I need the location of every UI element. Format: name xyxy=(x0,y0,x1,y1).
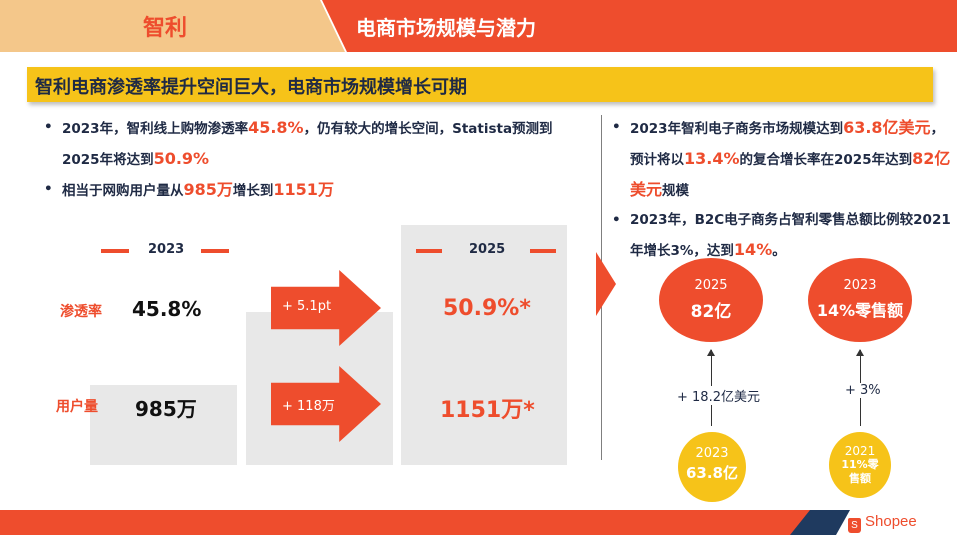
gray-block-2023 xyxy=(90,385,237,465)
users-2025-value: 1151万* xyxy=(440,398,535,423)
highlight-value: 14% xyxy=(733,240,773,259)
page-title: 电商市场规模与潜力 xyxy=(356,16,536,40)
header-left-title: 智利 xyxy=(143,16,188,41)
bullet-text: 2023年，智利线上购物渗透率 xyxy=(62,121,249,137)
year-dash xyxy=(416,249,442,253)
highlight-value: 82亿美元 xyxy=(630,149,951,199)
circle-year: 2025 xyxy=(694,278,728,293)
circle-market-2025: 2025 82亿 xyxy=(659,258,763,342)
users-2023-value: 985万 xyxy=(135,397,197,421)
penetration-2025-value: 50.9%* xyxy=(443,296,531,321)
header-right-band xyxy=(322,0,957,52)
year-header-b: 2025 xyxy=(469,242,506,257)
circle-year: 2023 xyxy=(695,446,729,461)
circle-value: 82亿 xyxy=(690,302,732,322)
circle-year: 2023 xyxy=(843,278,877,293)
bullet-text: 增长到 xyxy=(232,183,274,199)
row-label-users: 用户量 xyxy=(56,399,98,415)
shopee-logo: S Shopee xyxy=(848,513,917,533)
penetration-2023-value: 45.8% xyxy=(132,297,202,321)
circle-value: 14%零售额 xyxy=(816,301,904,320)
bullet-users: 相当于网购用户量从985万增长到1151万 xyxy=(38,175,578,206)
highlight-value: 985万 xyxy=(183,180,233,199)
headline-text: 智利电商渗透率提升空间巨大，电商市场规模增长可期 xyxy=(35,77,467,98)
row-label-penetration: 渗透率 xyxy=(60,304,102,320)
circle-year: 2021 xyxy=(844,444,876,458)
year-header-a: 2023 xyxy=(148,242,185,257)
circle-retail-2023: 2023 14%零售额 xyxy=(808,258,912,342)
brand-name: Shopee xyxy=(865,513,917,530)
bullet-text: ，预计将以 xyxy=(630,121,945,168)
headline-banner: 智利电商渗透率提升空间巨大，电商市场规模增长可期 xyxy=(27,67,933,102)
circle-market-2023: 2023 63.8亿 xyxy=(678,432,746,502)
users-delta: + 118万 xyxy=(282,399,335,414)
bullet-text: 2023年，B2C电子商务占智利零售总额比例较2021年增长3%，达到 xyxy=(630,212,951,259)
circle-value: 63.8亿 xyxy=(685,464,738,482)
bullet-text: 相当于网购用户量从 xyxy=(62,183,184,199)
highlight-value: 1151万 xyxy=(273,180,334,199)
year-dash xyxy=(530,249,556,253)
header-left-band xyxy=(0,0,345,52)
bullet-text: 的复合增长率在2025年达到 xyxy=(739,152,913,168)
circle-value-line1: 11%零 xyxy=(841,458,879,471)
bullet-text: 。 xyxy=(772,243,786,259)
bullet-text: 规模 xyxy=(662,183,690,199)
year-dash xyxy=(101,249,129,253)
bullet-text: ，仍有较大的增长空间，Statista预测到2025年将达到 xyxy=(62,121,553,168)
circle-retail-2021: 2021 11%零 售额 xyxy=(829,432,891,498)
penetration-delta: + 5.1pt xyxy=(282,299,332,314)
bullet-text: 2023年智利电子商务市场规模达到 xyxy=(630,121,844,137)
left-bullet-list: 2023年，智利线上购物渗透率45.8%，仍有较大的增长空间，Statista预… xyxy=(38,113,578,206)
gray-block-2025 xyxy=(401,225,567,465)
bullet-penetration: 2023年，智利线上购物渗透率45.8%，仍有较大的增长空间，Statista预… xyxy=(38,113,578,175)
circle-value-line2: 售额 xyxy=(849,472,871,485)
bullet-retail-share: 2023年，B2C电子商务占智利零售总额比例较2021年增长3%，达到14%。 xyxy=(606,206,951,266)
highlight-value: 13.4% xyxy=(684,149,740,168)
shopping-bag-icon: S xyxy=(848,518,861,533)
year-dash xyxy=(201,249,229,253)
market-delta: + 18.2亿美元 xyxy=(675,386,762,405)
right-bullet-list: 2023年智利电子商务市场规模达到63.8亿美元，预计将以13.4%的复合增长率… xyxy=(606,113,951,266)
bullet-market-size: 2023年智利电子商务市场规模达到63.8亿美元，预计将以13.4%的复合增长率… xyxy=(606,113,951,206)
highlight-value: 45.8% xyxy=(248,118,304,137)
retail-delta: + 3% xyxy=(843,383,883,398)
highlight-value: 50.9% xyxy=(153,149,210,168)
highlight-value: 63.8亿美元 xyxy=(843,118,931,137)
